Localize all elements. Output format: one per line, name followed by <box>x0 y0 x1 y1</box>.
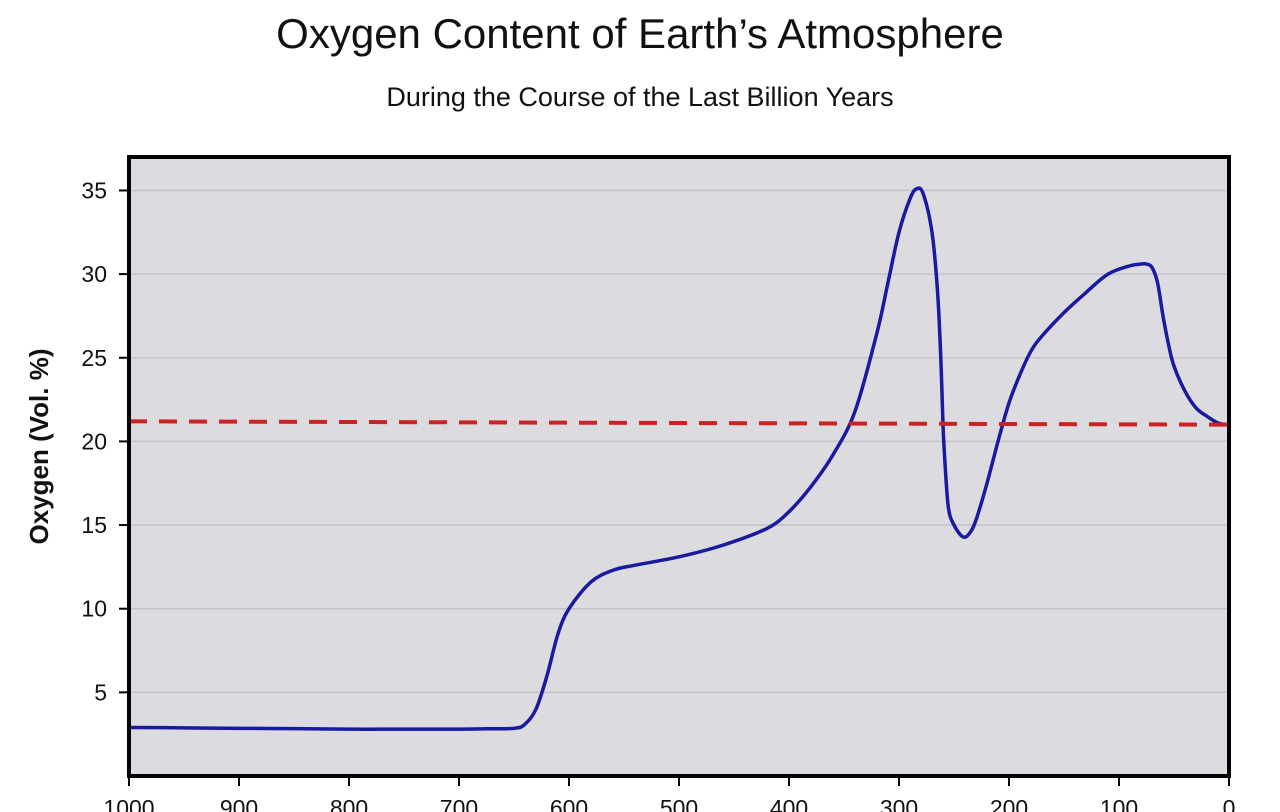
y-tick-label: 20 <box>81 428 107 454</box>
x-tick-label: 1000 <box>103 795 154 812</box>
x-tick-label: 900 <box>220 795 258 812</box>
grid-lines <box>129 189 1229 694</box>
y-axis: 5 10 15 20 25 30 35 <box>81 177 129 705</box>
chart-subtitle: During the Course of the Last Billion Ye… <box>386 82 894 112</box>
x-axis: 1000 900 800 700 600 500 400 300 200 100 0 <box>103 776 1235 812</box>
chart-title: Oxygen Content of Earth’s Atmosphere <box>276 10 1004 57</box>
x-tick-label: 600 <box>550 795 588 812</box>
y-tick-label: 5 <box>94 679 107 705</box>
x-tick-label: 100 <box>1100 795 1138 812</box>
plot-area <box>129 157 1229 776</box>
oxygen-series-line <box>127 186 1229 731</box>
y-tick-label: 25 <box>81 345 107 371</box>
x-tick-label: 400 <box>770 795 808 812</box>
y-axis-label: Oxygen (Vol. %) <box>24 349 54 545</box>
y-tick-label: 30 <box>81 261 107 287</box>
y-tick-label: 35 <box>81 177 107 203</box>
x-tick-label: 700 <box>440 795 478 812</box>
y-tick-label: 10 <box>81 596 107 622</box>
x-tick-label: 800 <box>330 795 368 812</box>
x-tick-label: 200 <box>990 795 1028 812</box>
x-tick-label: 0 <box>1223 795 1236 812</box>
x-tick-label: 500 <box>660 795 698 812</box>
x-tick-label: 300 <box>880 795 918 812</box>
y-tick-label: 15 <box>81 512 107 538</box>
present-level-reference-line <box>128 419 1230 427</box>
series-layer <box>127 186 1230 731</box>
